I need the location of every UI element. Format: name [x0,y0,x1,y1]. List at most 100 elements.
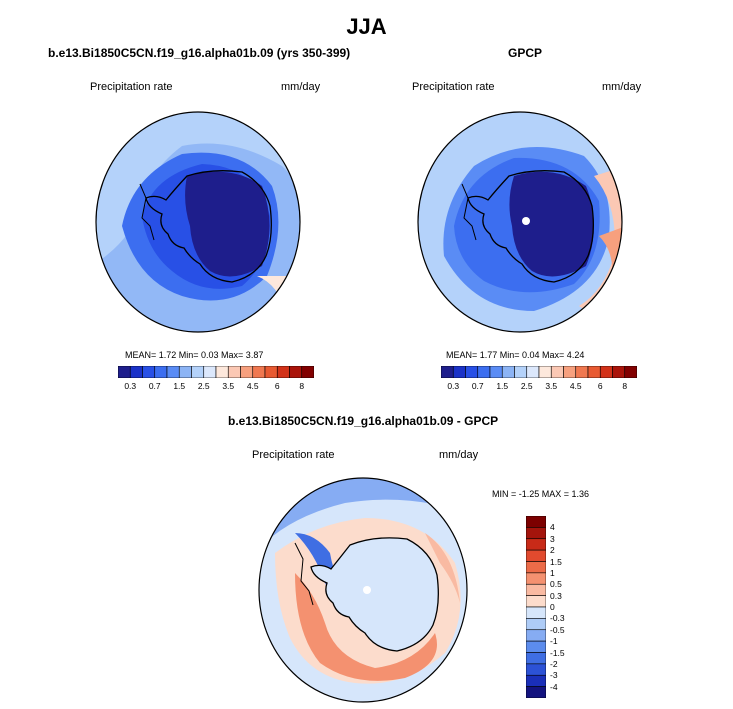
colorbar-box [465,366,479,378]
colorbar-box [624,366,637,378]
colorbar-box [289,366,303,378]
colorbar-tick-label: 2 [550,545,555,556]
colorbar-box [526,549,546,562]
colorbar-box [550,366,564,378]
colorbar-tick-label: 0.7 [471,381,484,391]
panel1-colorbar [118,366,314,378]
panel1-colorbar-labels: 0.3 0.7 1.5 2.5 3.5 4.5 6 8 [118,381,314,393]
colorbar-box [526,561,546,574]
colorbar-box [501,366,515,378]
panel3-pole-hole [363,586,371,594]
panel1-title: b.e13.Bi1850C5CN.f19_g16.alpha01b.09 (yr… [48,46,351,60]
colorbar-tick-label: -2 [550,658,558,669]
colorbar-box [526,366,540,378]
colorbar-tick-label: 4 [550,522,555,533]
panel2-title: GPCP [508,46,543,60]
colorbar-box [514,366,528,378]
colorbar-box [526,663,546,676]
panel2-coastline-peninsula [461,183,477,241]
colorbar-box [526,516,546,528]
colorbar-box [191,366,205,378]
panel2-field-continent [509,171,594,277]
panel3-field-continent [311,537,439,651]
colorbar-box [526,572,546,585]
panel2-variable-label: Precipitation rate [412,81,495,93]
colorbar-tick-label: -1.5 [550,647,565,658]
panel2-map-border [417,111,623,333]
panel3-variable-label: Precipitation rate [252,449,335,461]
colorbar-box [118,366,131,378]
colorbar-tick-label: 3.5 [545,381,558,391]
panel3-colorbar-boxes [526,516,546,698]
colorbar-box [612,366,626,378]
panel1-variable-label: Precipitation rate [90,81,173,93]
colorbar-tick-label: 1.5 [550,556,562,567]
colorbar-tick-label: 8 [299,381,305,391]
colorbar-box [441,366,454,378]
colorbar-tick-label: 0.5 [550,579,562,590]
panel1-stats: MEAN= 1.72 Min= 0.03 Max= 3.87 [125,350,264,360]
colorbar-box [264,366,278,378]
panel3-field-wet-core [295,573,437,681]
panel2-colorbar-boxes [441,366,637,378]
colorbar-box [575,366,589,378]
panel2-colorbar [441,366,637,378]
panel3-title: b.e13.Bi1850C5CN.f19_g16.alpha01b.09 - G… [228,414,499,428]
colorbar-tick-label: 1.5 [496,381,509,391]
colorbar-box [587,366,601,378]
colorbar-box [477,366,491,378]
colorbar-box [252,366,266,378]
colorbar-tick-label: 0.7 [148,381,161,391]
colorbar-box [227,366,241,378]
colorbar-tick-label: 1.5 [173,381,186,391]
colorbar-tick-label: 4.5 [246,381,259,391]
colorbar-box [166,366,180,378]
colorbar-box [301,366,314,378]
figure-title: JJA [346,14,387,39]
colorbar-box [526,583,546,596]
colorbar-box [489,366,503,378]
panel3-map-border [258,477,468,703]
colorbar-tick-label: 0.3 [447,381,460,391]
colorbar-box [452,366,466,378]
panel3-field-wet-ne [425,533,460,603]
panel1-colorbar-boxes [118,366,314,378]
colorbar-box [276,366,290,378]
colorbar-tick-label: 1 [550,567,555,578]
colorbar-tick-label: 6 [597,381,603,391]
panel3-coastline-peninsula [294,542,314,606]
panel3-units-label: mm/day [439,449,479,461]
colorbar-tick-label: -4 [550,681,558,692]
colorbar-tick-label: -0.5 [550,624,565,635]
colorbar-tick-label: -1 [550,636,558,647]
panel1-map [95,111,301,333]
colorbar-box [526,686,546,698]
panel2-pole-hole [522,217,530,225]
colorbar-tick-label: 6 [274,381,280,391]
panel1-coastline-peninsula [139,183,155,241]
panel2-units-label: mm/day [602,81,642,93]
panel2-colorbar-labels: 0.3 0.7 1.5 2.5 3.5 4.5 6 8 [441,381,637,393]
colorbar-tick-label: 3.5 [222,381,235,391]
panel1-coastline [145,170,272,283]
colorbar-box [526,538,546,551]
panel1-units-label: mm/day [281,81,321,93]
colorbar-box [240,366,254,378]
colorbar-box [215,366,229,378]
colorbar-tick-label: -0.3 [550,613,565,624]
colorbar-tick-label: 2.5 [520,381,533,391]
colorbar-tick-label: 0.3 [124,381,137,391]
colorbar-box [563,366,577,378]
colorbar-box [526,618,546,631]
panel3-map [258,477,468,703]
panel1-map-border [95,111,301,333]
colorbar-box [526,595,546,608]
colorbar-box [129,366,143,378]
colorbar-box [526,652,546,665]
colorbar-box [526,527,546,540]
panel3-coastline [310,537,439,652]
colorbar-box [526,640,546,653]
colorbar-tick-label: 0 [550,602,555,612]
colorbar-tick-label: 8 [622,381,628,391]
colorbar-box [154,366,168,378]
